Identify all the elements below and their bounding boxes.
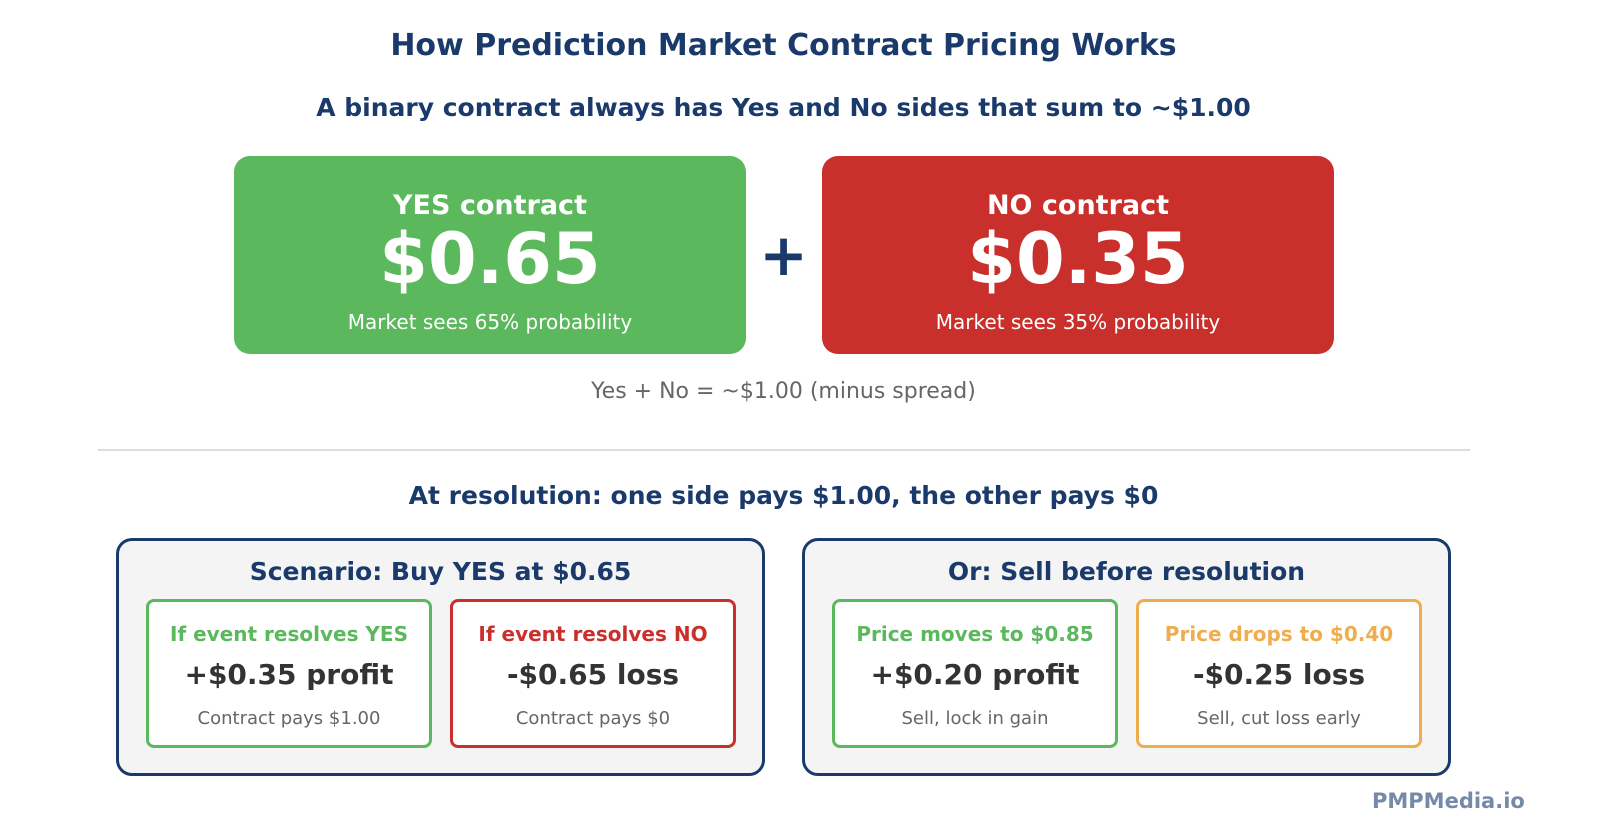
sum-note: Yes + No = ~$1.00 (minus spread) [591,379,976,404]
yes-contract-probability: Market sees 65% probability [347,310,633,334]
outcome-heading: Price moves to $0.85 [856,622,1094,646]
plus-icon: + [759,221,808,289]
no-contract-label: NO contract [986,190,1170,221]
buy-yes-scenario-panel: Scenario: Buy YES at $0.65 If event reso… [116,538,765,776]
panel-title: Or: Sell before resolution [947,557,1306,586]
outcome-amount: +$0.20 profit [870,658,1080,691]
outcome-resolves-no: If event resolves NO -$0.65 loss Contrac… [450,599,736,748]
outcome-amount: -$0.25 loss [1192,658,1366,691]
outcome-note: Contract pays $1.00 [197,708,381,729]
outcome-note: Sell, cut loss early [1197,708,1361,729]
page-title: How Prediction Market Contract Pricing W… [390,28,1177,63]
no-contract-probability: Market sees 35% probability [935,310,1221,334]
yes-contract-price: $0.65 [379,218,601,300]
sell-before-resolution-panel: Or: Sell before resolution Price moves t… [802,538,1451,776]
panel-title: Scenario: Buy YES at $0.65 [249,557,632,586]
page-subtitle: A binary contract always has Yes and No … [316,93,1251,122]
outcome-amount: +$0.35 profit [184,658,394,691]
outcome-resolves-yes: If event resolves YES +$0.35 profit Cont… [146,599,432,748]
outcome-price-up: Price moves to $0.85 +$0.20 profit Sell,… [832,599,1118,748]
outcome-note: Contract pays $0 [515,708,671,729]
no-contract-price: $0.35 [967,218,1189,300]
outcome-heading: Price drops to $0.40 [1164,622,1394,646]
outcome-price-down: Price drops to $0.40 -$0.25 loss Sell, c… [1136,599,1422,748]
yes-contract-card: YES contract $0.65 Market sees 65% proba… [234,156,746,354]
brand-watermark: PMPMedia.io [1372,789,1525,813]
outcome-amount: -$0.65 loss [506,658,680,691]
outcome-note: Sell, lock in gain [901,708,1049,729]
section-divider [98,449,1470,451]
yes-contract-label: YES contract [393,190,587,221]
resolution-heading: At resolution: one side pays $1.00, the … [408,481,1159,510]
outcome-heading: If event resolves YES [170,622,408,646]
outcome-heading: If event resolves NO [478,622,708,646]
no-contract-card: NO contract $0.35 Market sees 35% probab… [822,156,1334,354]
